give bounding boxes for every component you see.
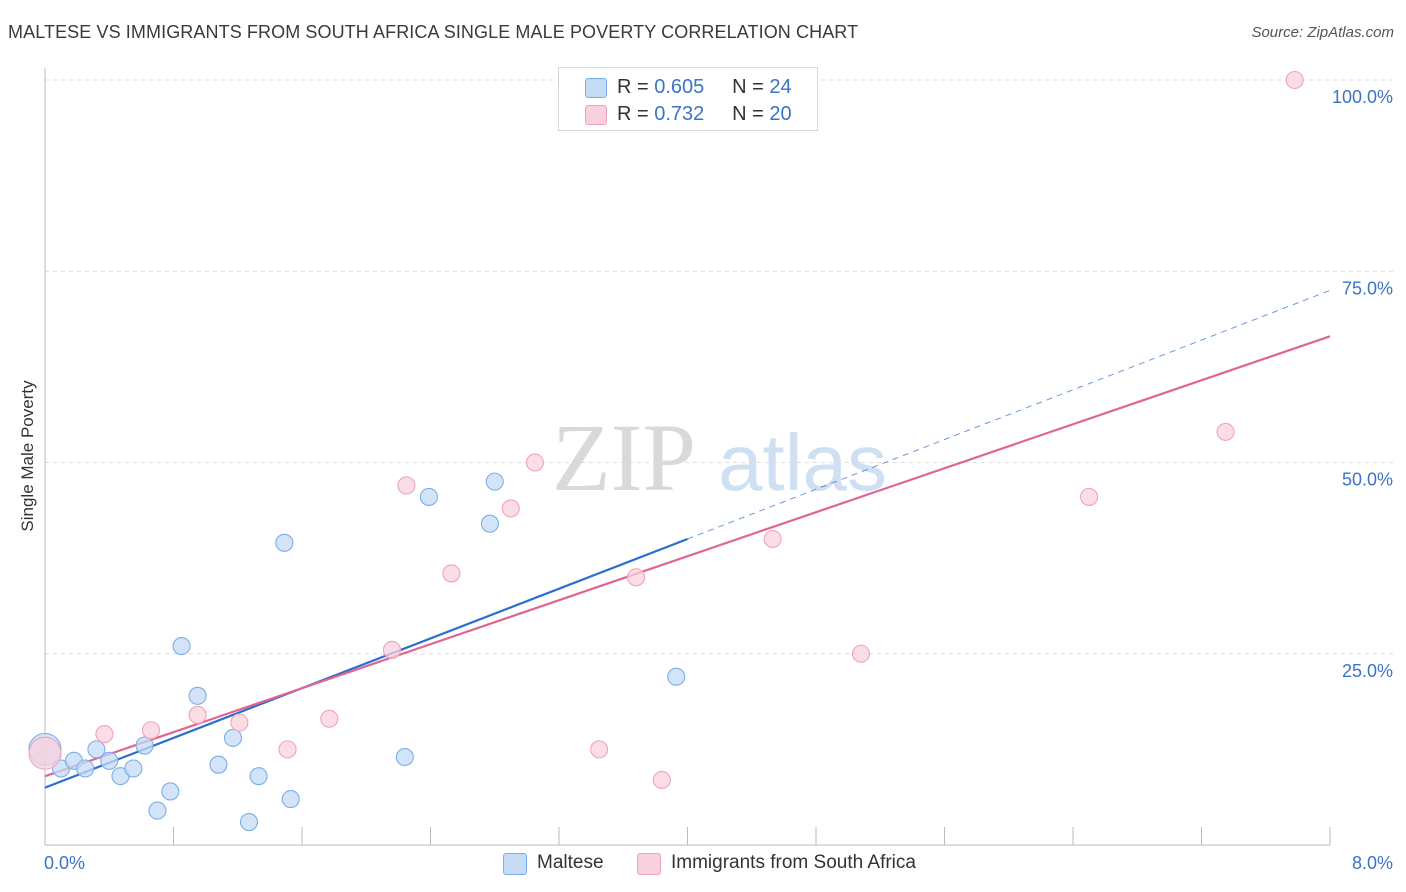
- data-point-series-0: [485, 472, 504, 491]
- data-point-series-1: [1080, 487, 1099, 506]
- data-point-series-1: [501, 499, 520, 518]
- data-point-series-0: [100, 751, 119, 770]
- data-point-series-0: [667, 667, 686, 686]
- n-label: N =: [732, 76, 764, 98]
- data-point-series-0: [281, 790, 300, 809]
- r-value: 0.605: [654, 76, 705, 98]
- n-value: 20: [769, 103, 792, 125]
- axes: [44, 68, 1331, 846]
- data-point-series-0: [124, 759, 143, 778]
- data-point-series-0: [148, 801, 167, 820]
- legend-label: Immigrants from South Africa: [671, 852, 916, 873]
- data-point-series-0: [87, 740, 106, 759]
- data-point-series-1: [28, 736, 62, 770]
- r-label: R =: [617, 76, 649, 98]
- x-tick-label: 0.0%: [44, 853, 85, 873]
- maltese-swatch: [585, 78, 607, 98]
- n-value: 24: [769, 76, 792, 98]
- data-point-series-0: [275, 533, 294, 552]
- source-label: Source: ZipAtlas.com: [1251, 24, 1394, 41]
- legend-label: Maltese: [537, 852, 604, 873]
- x-tick-label: 8.0%: [1352, 853, 1393, 873]
- n-label: N =: [732, 103, 764, 125]
- data-point-series-0: [188, 686, 207, 705]
- y-tick-label: 50.0%: [1342, 470, 1393, 490]
- data-point-series-0: [480, 514, 499, 533]
- tick-labels: 25.0% 50.0% 75.0% 100.0% 0.0% 8.0%: [44, 87, 1393, 873]
- data-point-series-0: [172, 637, 191, 656]
- south-africa-legend-swatch: [637, 853, 661, 875]
- y-axis-label: Single Male Poverty: [18, 380, 37, 532]
- data-points: [28, 70, 1304, 832]
- data-point-series-1: [1285, 70, 1304, 90]
- data-point-series-1: [141, 721, 161, 740]
- y-tick-label: 25.0%: [1342, 661, 1393, 681]
- data-point-series-0: [135, 736, 154, 755]
- data-point-series-0: [395, 747, 414, 767]
- data-point-series-1: [278, 740, 297, 759]
- data-point-series-1: [397, 476, 416, 495]
- watermark-zip: ZIP: [552, 404, 696, 511]
- stats-legend: R = 0.605 N = 24 R = 0.732 N = 20: [558, 67, 818, 131]
- data-point-series-0: [209, 755, 228, 774]
- trend-lines: [44, 289, 1331, 789]
- data-point-series-1: [525, 453, 544, 472]
- data-point-series-1: [763, 529, 782, 549]
- data-point-series-1: [188, 705, 207, 725]
- watermark: ZIP atlas: [552, 404, 887, 511]
- data-point-series-1: [95, 725, 114, 744]
- data-point-series-0: [239, 812, 259, 832]
- data-point-series-0: [419, 487, 438, 506]
- maltese-legend-swatch: [503, 853, 527, 875]
- data-point-series-1: [230, 713, 249, 732]
- data-point-series-1: [652, 770, 671, 790]
- chart-title: MALTESE VS IMMIGRANTS FROM SOUTH AFRICA …: [8, 22, 859, 42]
- y-tick-label: 100.0%: [1332, 87, 1393, 107]
- r-label: R =: [617, 103, 649, 125]
- data-point-series-1: [627, 568, 646, 587]
- data-point-series-1: [442, 564, 461, 583]
- data-point-series-1: [851, 644, 871, 663]
- r-value: 0.732: [654, 103, 705, 125]
- data-point-series-1: [1216, 422, 1235, 441]
- data-point-series-1: [320, 709, 339, 728]
- y-tick-label: 75.0%: [1342, 278, 1393, 298]
- data-point-series-0: [76, 759, 95, 778]
- data-point-series-0: [223, 728, 242, 747]
- trend-line-1: [44, 335, 1331, 778]
- data-point-series-1: [590, 740, 609, 759]
- watermark-atlas: atlas: [718, 418, 887, 507]
- south-africa-swatch: [585, 105, 607, 125]
- data-point-series-0: [249, 767, 268, 786]
- data-point-series-0: [161, 782, 180, 801]
- trend-line-extension-0: [687, 289, 1331, 540]
- grid-lines: [45, 79, 1395, 655]
- data-point-series-1: [382, 640, 402, 659]
